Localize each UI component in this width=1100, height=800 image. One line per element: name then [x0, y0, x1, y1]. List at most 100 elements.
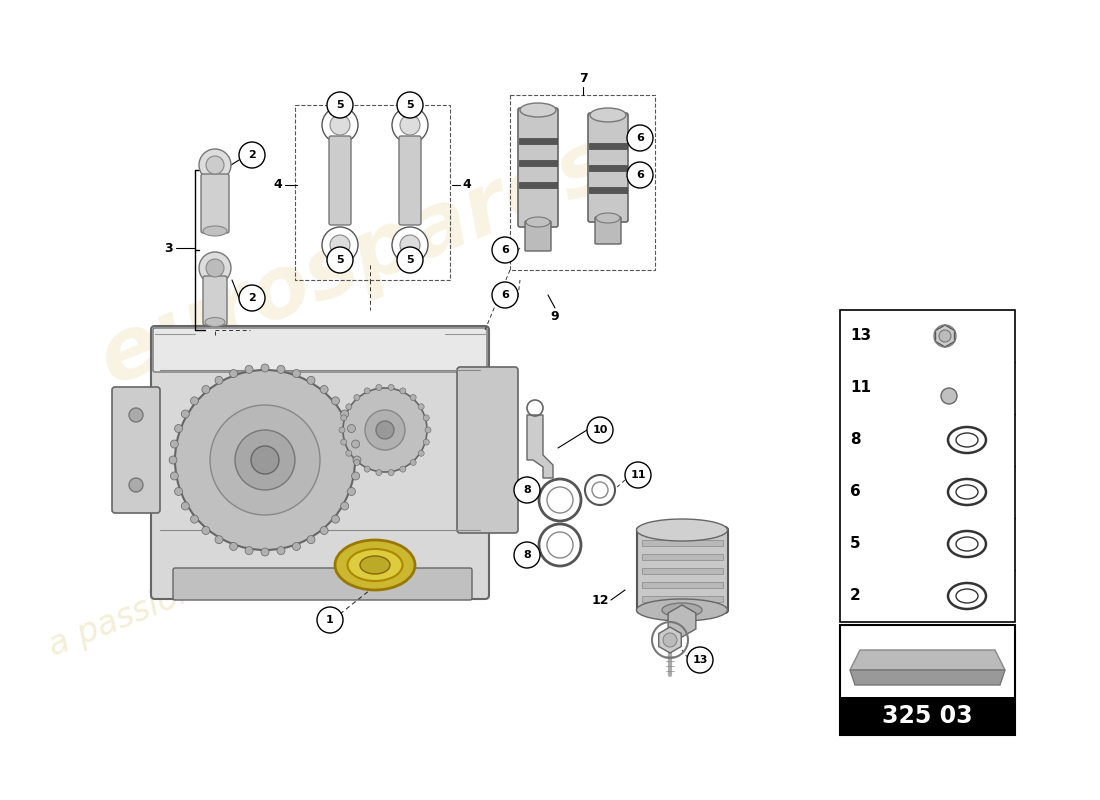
- FancyBboxPatch shape: [112, 387, 160, 513]
- FancyBboxPatch shape: [637, 527, 728, 613]
- Circle shape: [214, 376, 223, 384]
- Text: 8: 8: [524, 485, 531, 495]
- Text: 8: 8: [850, 433, 860, 447]
- Circle shape: [388, 385, 394, 390]
- Text: 7: 7: [579, 72, 587, 85]
- Circle shape: [339, 427, 345, 433]
- Text: 6: 6: [850, 485, 860, 499]
- Circle shape: [663, 633, 676, 647]
- Circle shape: [330, 235, 350, 255]
- FancyBboxPatch shape: [588, 113, 628, 222]
- Circle shape: [627, 162, 653, 188]
- Circle shape: [322, 227, 358, 263]
- Circle shape: [331, 515, 340, 523]
- Text: eurospares: eurospares: [88, 121, 624, 402]
- Bar: [840, 625, 1015, 735]
- Bar: [588, 187, 627, 193]
- Circle shape: [293, 542, 300, 550]
- Circle shape: [190, 397, 198, 405]
- Circle shape: [245, 546, 253, 554]
- Bar: [642, 568, 723, 574]
- Bar: [295, 105, 450, 280]
- Circle shape: [330, 115, 350, 135]
- Text: 13: 13: [692, 655, 707, 665]
- Polygon shape: [935, 325, 955, 347]
- Text: 4: 4: [462, 178, 471, 191]
- Circle shape: [317, 607, 343, 633]
- FancyBboxPatch shape: [518, 108, 558, 227]
- Circle shape: [202, 526, 210, 534]
- Ellipse shape: [637, 599, 727, 621]
- Circle shape: [364, 388, 370, 394]
- Text: 325 03: 325 03: [882, 704, 972, 728]
- Circle shape: [425, 427, 431, 433]
- Circle shape: [627, 125, 653, 151]
- Circle shape: [410, 459, 416, 466]
- Circle shape: [354, 394, 360, 401]
- Circle shape: [492, 282, 518, 308]
- Circle shape: [352, 440, 360, 448]
- Circle shape: [206, 259, 224, 277]
- Circle shape: [202, 386, 210, 394]
- Polygon shape: [850, 650, 1005, 670]
- Bar: [519, 160, 557, 166]
- FancyBboxPatch shape: [151, 326, 490, 599]
- Text: 6: 6: [502, 290, 509, 300]
- Text: 11: 11: [630, 470, 646, 480]
- Circle shape: [940, 388, 957, 404]
- Circle shape: [261, 364, 270, 372]
- Circle shape: [307, 536, 315, 544]
- Bar: [519, 138, 557, 144]
- Circle shape: [341, 439, 346, 445]
- Ellipse shape: [637, 519, 727, 541]
- Circle shape: [245, 366, 253, 374]
- Circle shape: [170, 472, 178, 480]
- FancyBboxPatch shape: [525, 221, 551, 251]
- Bar: [642, 596, 723, 602]
- Circle shape: [418, 404, 425, 410]
- Ellipse shape: [204, 226, 227, 236]
- Circle shape: [352, 472, 360, 480]
- Circle shape: [587, 417, 613, 443]
- Text: 5: 5: [337, 255, 344, 265]
- Ellipse shape: [336, 540, 415, 590]
- Circle shape: [129, 478, 143, 492]
- Circle shape: [376, 470, 382, 475]
- Circle shape: [514, 477, 540, 503]
- Ellipse shape: [596, 213, 620, 223]
- Ellipse shape: [956, 537, 978, 551]
- Circle shape: [353, 456, 361, 464]
- Bar: [588, 143, 627, 149]
- Circle shape: [354, 459, 360, 466]
- Circle shape: [364, 466, 370, 472]
- FancyBboxPatch shape: [153, 328, 487, 372]
- Circle shape: [392, 107, 428, 143]
- Circle shape: [341, 502, 349, 510]
- Circle shape: [327, 92, 353, 118]
- Circle shape: [182, 502, 189, 510]
- Ellipse shape: [526, 217, 550, 227]
- Circle shape: [214, 536, 223, 544]
- Circle shape: [376, 385, 382, 390]
- Circle shape: [341, 415, 346, 421]
- Ellipse shape: [956, 433, 978, 447]
- Circle shape: [320, 386, 328, 394]
- Bar: [642, 540, 723, 546]
- Circle shape: [397, 247, 424, 273]
- Bar: [588, 165, 627, 171]
- Bar: [510, 95, 654, 270]
- Circle shape: [251, 446, 279, 474]
- Circle shape: [392, 227, 428, 263]
- Circle shape: [343, 388, 427, 472]
- FancyBboxPatch shape: [173, 568, 472, 600]
- Circle shape: [341, 410, 349, 418]
- Text: 11: 11: [850, 381, 871, 395]
- Text: 2: 2: [249, 150, 256, 160]
- Text: 5: 5: [337, 100, 344, 110]
- Circle shape: [400, 466, 406, 472]
- Circle shape: [239, 142, 265, 168]
- Circle shape: [206, 156, 224, 174]
- Ellipse shape: [956, 485, 978, 499]
- Text: 5: 5: [850, 537, 860, 551]
- Text: 3: 3: [164, 242, 173, 254]
